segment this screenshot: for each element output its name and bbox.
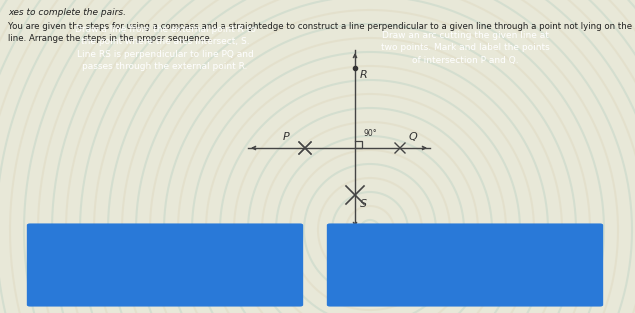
Text: P: P [282, 132, 289, 142]
Text: line. Arrange the steps in the proper sequence.: line. Arrange the steps in the proper se… [8, 34, 212, 43]
Text: 90°: 90° [364, 129, 378, 138]
Text: You are given the steps for using a compass and a straightedge to construct a li: You are given the steps for using a comp… [8, 22, 635, 31]
Text: Q: Q [409, 132, 418, 142]
Text: S: S [360, 199, 367, 209]
Text: xes to complete the pairs.: xes to complete the pairs. [8, 8, 126, 17]
Text: Draw a line from the external point R to
the point where the arcs intersect, S.
: Draw a line from the external point R to… [74, 25, 255, 71]
Text: Draw an arc cutting the given line at
two points. Mark and label the points
of i: Draw an arc cutting the given line at tw… [380, 31, 549, 65]
Text: R: R [360, 70, 368, 80]
